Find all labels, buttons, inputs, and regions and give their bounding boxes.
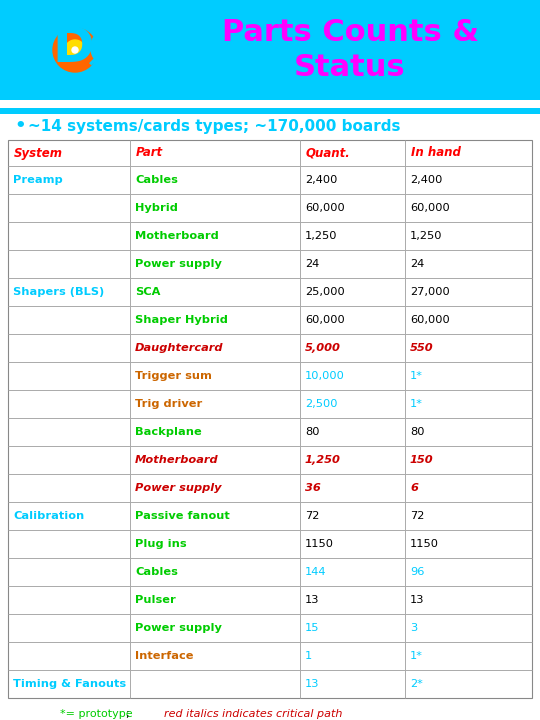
Text: Cables: Cables (135, 567, 178, 577)
Text: 6: 6 (410, 483, 418, 493)
Text: 2,500: 2,500 (305, 399, 338, 409)
Text: 80: 80 (305, 427, 320, 437)
Text: Ø: Ø (88, 30, 126, 73)
Text: 2,400: 2,400 (410, 175, 442, 185)
Text: Power supply: Power supply (135, 623, 222, 633)
Text: •: • (14, 117, 25, 135)
Circle shape (65, 40, 85, 60)
Text: Hybrid: Hybrid (135, 203, 178, 213)
Text: Motherboard: Motherboard (135, 455, 219, 465)
Text: red italics indicates critical path: red italics indicates critical path (165, 709, 343, 719)
Text: 80: 80 (410, 427, 424, 437)
Text: 1: 1 (305, 651, 312, 661)
Text: 60,000: 60,000 (410, 315, 450, 325)
Text: Plug ins: Plug ins (135, 539, 187, 549)
Text: *= prototype: *= prototype (60, 709, 133, 719)
Text: 24: 24 (410, 259, 424, 269)
Text: D: D (52, 24, 93, 72)
Text: 60,000: 60,000 (305, 315, 345, 325)
Text: Passive fanout: Passive fanout (135, 511, 230, 521)
Text: 550: 550 (410, 343, 434, 353)
Text: 150: 150 (410, 455, 434, 465)
Text: Power supply: Power supply (135, 259, 222, 269)
Text: 1*: 1* (410, 651, 423, 661)
Text: Pulser: Pulser (135, 595, 176, 605)
Text: 27,000: 27,000 (410, 287, 450, 297)
Text: 2,400: 2,400 (305, 175, 338, 185)
Text: 60,000: 60,000 (305, 203, 345, 213)
Text: Power supply: Power supply (135, 483, 221, 493)
Text: 13: 13 (410, 595, 424, 605)
Text: Timing & Fanouts: Timing & Fanouts (13, 679, 126, 689)
Text: 5,000: 5,000 (305, 343, 341, 353)
Text: 60,000: 60,000 (410, 203, 450, 213)
Text: 15: 15 (305, 623, 320, 633)
Text: 13: 13 (305, 595, 320, 605)
Text: 1150: 1150 (410, 539, 439, 549)
Text: Shaper Hybrid: Shaper Hybrid (135, 315, 228, 325)
Text: Interface: Interface (135, 651, 193, 661)
Text: Preamp: Preamp (13, 175, 63, 185)
Circle shape (72, 47, 78, 53)
Text: Motherboard: Motherboard (135, 231, 219, 241)
Text: 1150: 1150 (305, 539, 334, 549)
Text: 72: 72 (410, 511, 424, 521)
Bar (0, 108, 540, 114)
Text: 72: 72 (305, 511, 319, 521)
Text: DØ: DØ (35, 27, 114, 73)
Text: Calibration: Calibration (13, 511, 84, 521)
Text: In hand: In hand (411, 146, 461, 160)
Text: 96: 96 (410, 567, 424, 577)
Text: 10,000: 10,000 (305, 371, 345, 381)
Text: ;: ; (126, 709, 151, 719)
Text: Daughtercard: Daughtercard (135, 343, 224, 353)
Text: 24: 24 (305, 259, 319, 269)
Text: ~14 systems/cards types; ~170,000 boards: ~14 systems/cards types; ~170,000 boards (28, 119, 401, 133)
Text: 36: 36 (305, 483, 321, 493)
Text: Parts Counts &
Status: Parts Counts & Status (221, 18, 478, 82)
Text: 3: 3 (410, 623, 417, 633)
Circle shape (53, 28, 97, 72)
Text: 1*: 1* (410, 371, 423, 381)
Text: 1*: 1* (410, 399, 423, 409)
Text: Backplane: Backplane (135, 427, 202, 437)
Text: Shapers (BLS): Shapers (BLS) (13, 287, 104, 297)
Bar (0, 0, 540, 100)
Text: Trig driver: Trig driver (135, 399, 202, 409)
Text: 1,250: 1,250 (305, 455, 341, 465)
Text: 144: 144 (305, 567, 327, 577)
Text: 13: 13 (305, 679, 320, 689)
Text: Trigger sum: Trigger sum (135, 371, 212, 381)
Text: Part: Part (136, 146, 163, 160)
Text: SCA: SCA (135, 287, 160, 297)
Text: Quant.: Quant. (306, 146, 351, 160)
Text: Cables: Cables (135, 175, 178, 185)
Text: 25,000: 25,000 (305, 287, 345, 297)
Bar (8, 140, 532, 698)
Text: 2*: 2* (410, 679, 423, 689)
Text: System: System (14, 146, 63, 160)
Text: 1,250: 1,250 (305, 231, 338, 241)
Text: 1,250: 1,250 (410, 231, 442, 241)
